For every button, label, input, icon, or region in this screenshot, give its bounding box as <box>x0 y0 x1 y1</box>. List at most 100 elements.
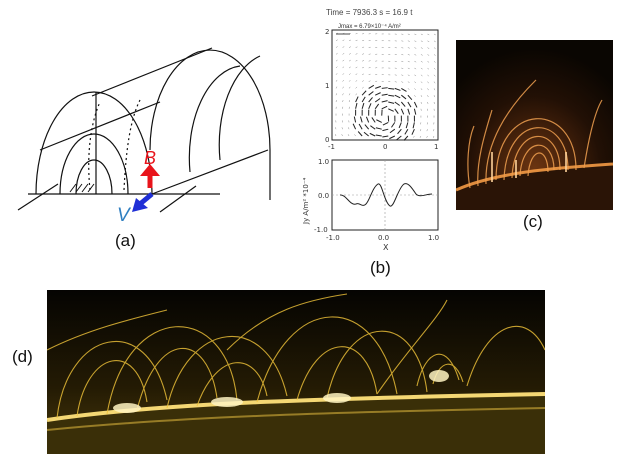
field-vector <box>433 47 436 49</box>
field-vector <box>413 108 417 115</box>
field-vector <box>394 87 401 91</box>
field-vector <box>433 129 435 132</box>
field-vector <box>401 60 404 63</box>
field-vector <box>342 66 345 69</box>
field-vector <box>427 67 430 70</box>
current-density-curve <box>339 183 433 207</box>
mid-line <box>39 101 161 151</box>
field-vector <box>368 53 371 55</box>
bottom-xtick-mid: 0.0 <box>378 234 389 242</box>
b-label: B <box>144 148 157 168</box>
field-vector <box>335 46 338 48</box>
field-vector <box>414 33 417 35</box>
ridge-top <box>91 47 213 97</box>
field-vectors <box>335 32 436 141</box>
field-vector <box>355 53 358 55</box>
field-vector <box>362 73 365 76</box>
field-vector <box>427 101 429 104</box>
field-vector <box>407 54 410 56</box>
field-vector <box>362 33 365 35</box>
field-vector <box>400 101 406 107</box>
orange-loops <box>467 79 603 189</box>
field-vector <box>414 60 417 63</box>
hatch-marks <box>69 183 95 193</box>
cross-section-2 <box>218 55 261 161</box>
field-vector <box>433 54 436 56</box>
bottom-xlabel: X <box>383 243 389 252</box>
bottom-xtick-right: 1.0 <box>428 234 439 242</box>
field-vector <box>348 39 351 42</box>
field-vector <box>342 53 345 55</box>
field-vector <box>381 87 388 89</box>
field-vector <box>361 102 365 109</box>
field-vector <box>396 135 402 141</box>
field-vector <box>414 47 417 49</box>
field-vector <box>355 33 358 35</box>
field-vector <box>342 39 345 42</box>
panel-c-label: (c) <box>523 212 543 231</box>
panel-b-label: (b) <box>370 258 391 277</box>
inner-arch-2 <box>75 159 113 195</box>
top-xtick-left: -1 <box>328 143 335 151</box>
panel-d-label: (d) <box>12 347 33 366</box>
inner-arch-1 <box>59 133 129 195</box>
field-vector <box>413 101 418 108</box>
field-vector <box>407 40 410 42</box>
field-vector <box>394 81 397 83</box>
field-vector <box>359 116 363 123</box>
field-vector <box>347 134 350 137</box>
field-vector <box>341 134 343 137</box>
field-vector <box>388 94 395 97</box>
field-vector <box>370 125 376 130</box>
field-vector <box>412 122 415 129</box>
field-vector <box>374 98 381 103</box>
field-vector <box>355 60 358 62</box>
field-vector <box>342 100 344 103</box>
yellow-loops <box>47 293 545 419</box>
field-vector <box>414 88 416 91</box>
panel-b-plots: 2 1 0 -1 0 1 1.0 0.0 -1.0 -1.0 0.0 1.0 X… <box>302 28 439 252</box>
field-vector <box>413 135 415 138</box>
field-vector <box>355 73 358 76</box>
field-vector <box>420 47 423 49</box>
field-vector <box>407 81 410 83</box>
b-arrow-icon <box>140 164 160 188</box>
field-vector <box>400 108 405 115</box>
field-vector <box>401 81 404 83</box>
field-vector <box>420 95 423 98</box>
field-vector <box>433 40 436 43</box>
field-vector <box>348 100 351 103</box>
field-vector <box>335 39 338 42</box>
field-vector <box>427 61 430 63</box>
field-vector <box>355 102 358 109</box>
field-vector <box>342 93 344 96</box>
top-ytick-0: 0 <box>325 136 329 144</box>
field-vector <box>375 85 382 89</box>
bottom-ytick-top: 1.0 <box>318 158 329 166</box>
field-vector <box>355 93 357 96</box>
field-vector <box>398 122 402 129</box>
field-vector <box>420 67 423 70</box>
field-vector <box>371 117 376 123</box>
field-vector <box>368 84 375 89</box>
field-vector <box>407 47 410 49</box>
field-vector <box>420 54 423 56</box>
field-vector <box>368 60 371 62</box>
field-vector <box>355 46 358 48</box>
top-ytick-1: 1 <box>325 82 329 90</box>
top-xtick-mid: 0 <box>383 143 387 151</box>
field-vector <box>348 127 350 130</box>
field-vector <box>389 128 396 134</box>
field-vector <box>401 74 404 76</box>
field-vector <box>361 90 367 96</box>
field-vector <box>342 59 345 62</box>
field-vector <box>382 135 389 138</box>
field-vector <box>420 40 423 42</box>
field-vector <box>363 131 369 137</box>
field-vector <box>407 74 410 76</box>
dotted-line-2 <box>123 99 141 191</box>
field-vector <box>426 135 428 138</box>
field-vector <box>427 88 429 91</box>
field-vector <box>362 60 365 62</box>
field-vector <box>376 119 382 123</box>
